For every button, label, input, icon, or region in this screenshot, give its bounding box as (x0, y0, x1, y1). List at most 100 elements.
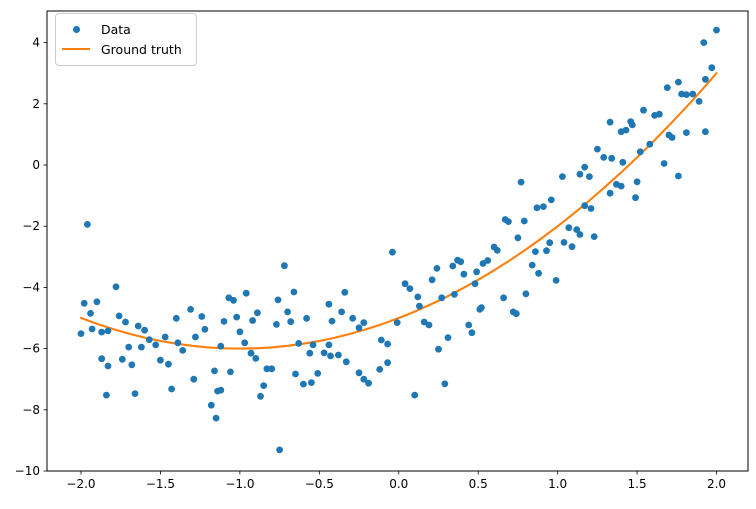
data-point (457, 258, 465, 266)
y-tick-label: −10 (15, 464, 40, 478)
data-point (145, 336, 153, 344)
data-point (500, 294, 507, 302)
line-sample-icon (62, 47, 90, 51)
data-point (335, 351, 342, 359)
x-tick-label: 0.5 (469, 477, 488, 491)
data-point (80, 299, 88, 307)
data-point (212, 414, 220, 422)
data-point (587, 205, 595, 212)
data-point (425, 321, 433, 329)
data-point (263, 365, 271, 373)
data-point (576, 231, 584, 238)
data-point (152, 341, 160, 349)
data-point (640, 106, 647, 114)
data-point (441, 380, 449, 388)
data-point (141, 326, 149, 334)
data-point (273, 321, 280, 328)
data-point (428, 276, 436, 284)
data-point (360, 319, 368, 326)
data-point (586, 173, 593, 181)
data-point (406, 285, 414, 292)
data-point (134, 322, 142, 330)
data-point (636, 148, 644, 156)
data-point (309, 341, 317, 349)
data-point (314, 370, 322, 377)
data-point (606, 118, 614, 126)
data-point (211, 367, 218, 375)
data-point (581, 163, 589, 171)
data-point (660, 160, 668, 167)
y-tick-label: 0 (32, 158, 40, 172)
data-point (520, 217, 528, 225)
data-point (217, 386, 225, 394)
data-point (172, 314, 180, 322)
data-point (118, 355, 126, 363)
data-point (389, 248, 396, 256)
y-tick-label: 4 (32, 36, 40, 50)
data-point (257, 392, 264, 400)
data-point (103, 391, 110, 399)
data-point (276, 446, 283, 454)
data-point (484, 257, 492, 264)
data-point (600, 154, 608, 161)
data-point (633, 178, 641, 186)
data-point (349, 314, 357, 322)
data-point (560, 239, 568, 246)
y-tick-label: 2 (32, 97, 40, 111)
data-point (594, 145, 601, 153)
x-tick-label: 2.0 (707, 477, 726, 491)
data-point (190, 375, 198, 383)
x-tick-label: −0.5 (305, 477, 334, 491)
data-point (165, 360, 172, 368)
legend: Data Ground truth (55, 13, 197, 66)
data-point (655, 110, 663, 118)
data-point (247, 349, 255, 357)
data-point (528, 261, 536, 269)
data-point (522, 290, 530, 298)
data-point (608, 154, 616, 162)
data-point (622, 126, 630, 134)
data-point (700, 39, 708, 46)
data-point (168, 385, 176, 393)
data-point (713, 26, 720, 34)
data-point (460, 270, 468, 278)
data-point (438, 294, 446, 302)
data-point (104, 327, 112, 335)
data-point (468, 329, 476, 337)
data-point (606, 189, 614, 197)
data-point (233, 313, 241, 321)
data-point (217, 342, 225, 350)
x-tick-label: 1.5 (628, 477, 647, 491)
data-point (355, 324, 363, 332)
data-point (128, 361, 136, 369)
data-point (341, 288, 349, 296)
data-point (328, 317, 336, 325)
data-point (77, 330, 85, 337)
data-point (435, 345, 442, 353)
data-point (695, 98, 703, 105)
data-point (384, 340, 391, 348)
x-tick-label: 1.0 (548, 477, 567, 491)
data-point (543, 247, 550, 255)
data-point (360, 375, 368, 383)
data-point (619, 158, 627, 166)
data-point (493, 247, 501, 254)
data-point (87, 310, 94, 317)
data-point (308, 379, 315, 386)
data-point (465, 321, 473, 329)
data-point (342, 358, 350, 366)
data-point (274, 296, 282, 304)
data-point (617, 182, 625, 190)
legend-label-data: Data (101, 21, 131, 37)
data-point (174, 339, 182, 347)
data-point (241, 339, 249, 347)
y-tick-label: −8 (22, 403, 40, 417)
data-point (290, 288, 298, 296)
data-point (230, 296, 237, 304)
data-point (122, 318, 129, 326)
data-point (683, 91, 690, 98)
data-point (675, 78, 682, 86)
data-point (252, 355, 260, 362)
data-point (628, 121, 636, 129)
